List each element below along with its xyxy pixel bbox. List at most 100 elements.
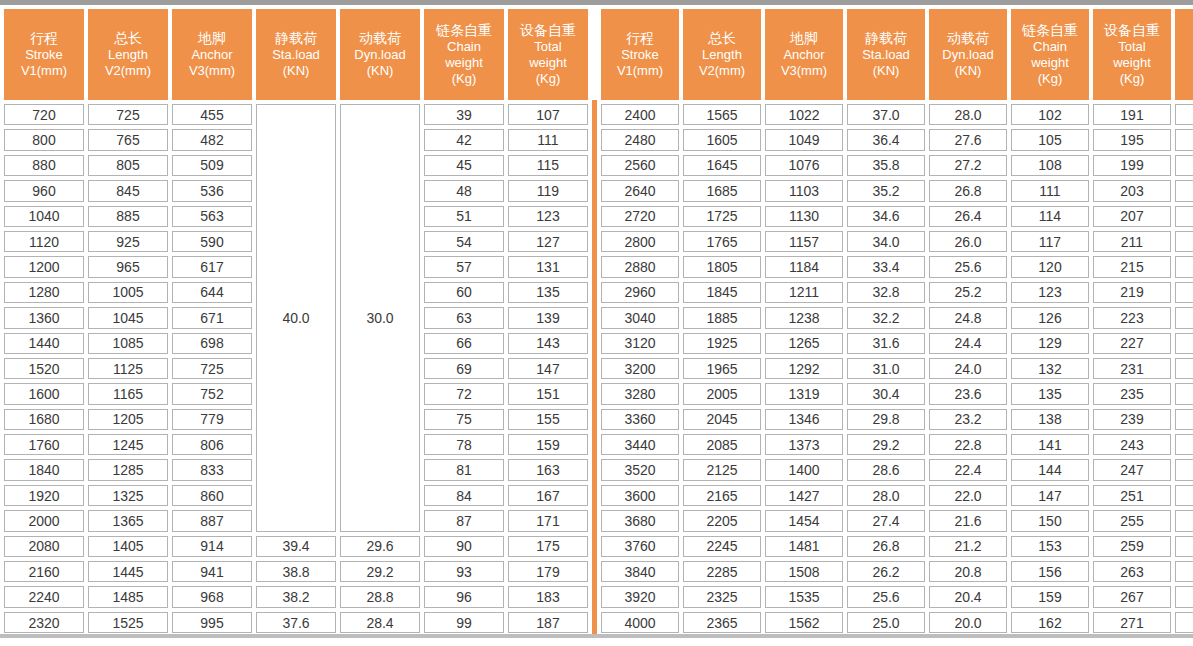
cell-stroke: 1600	[4, 383, 84, 404]
cell-total-weight: 251	[1093, 485, 1171, 506]
header-label-en: V3(mm)	[172, 63, 252, 79]
cell-stroke: 2960	[601, 282, 679, 303]
cell-anchor: 1346	[765, 409, 843, 430]
cell-stroke: 1920	[4, 485, 84, 506]
cell-anchor: 563	[172, 206, 252, 227]
cell-chain-weight: 108	[1011, 155, 1089, 176]
cell-total-weight: 259	[1093, 536, 1171, 557]
cell-anchor: 1265	[765, 333, 843, 354]
cell-stroke: 1200	[4, 256, 84, 277]
cell-chain-weight: 87	[424, 510, 504, 531]
cell-stroke: 2800	[601, 231, 679, 252]
cell-chain-weight: 102	[1011, 104, 1089, 125]
cell-sta-load: 36.4	[847, 129, 925, 150]
header-label-en: (KN)	[847, 63, 925, 79]
cell-stroke: 3040	[601, 307, 679, 328]
cell-sta-load: 34.0	[847, 231, 925, 252]
cell-chain-weight: 45	[424, 155, 504, 176]
header-label-zh: 设备自重	[1093, 22, 1171, 39]
cell-chain-weight: 54	[424, 231, 504, 252]
cell-chain-weight: 138	[1011, 409, 1089, 430]
cell-chain-weight: 84	[424, 485, 504, 506]
cell-sta-load: 25.0	[847, 612, 925, 633]
cell-length: 2205	[683, 510, 761, 531]
table-row: 10408855635112327201725113034.626.411420…	[4, 206, 1193, 227]
cell-anchor: 1373	[765, 434, 843, 455]
cell-anchor: 1130	[765, 206, 843, 227]
cell-dyn-load: 28.4	[340, 612, 420, 633]
cell-anchor: 590	[172, 231, 252, 252]
cell-clipped	[1175, 333, 1193, 354]
cell-sta-load: 33.4	[847, 256, 925, 277]
header-label-en: Total	[508, 39, 588, 55]
table-row: 128010056446013529601845121132.825.21232…	[4, 282, 1193, 303]
cell-length: 2045	[683, 409, 761, 430]
cell-stroke: 960	[4, 180, 84, 201]
cell-length: 1365	[88, 510, 168, 531]
cell-chain-weight: 105	[1011, 129, 1089, 150]
cell-dyn-load: 24.4	[929, 333, 1007, 354]
cell-stroke: 800	[4, 129, 84, 150]
cell-sta-load: 38.2	[256, 586, 336, 607]
header-label-en: weight	[424, 55, 504, 71]
cell-sta-load: 26.8	[847, 536, 925, 557]
header-label-zh: 链条自重	[1011, 22, 1089, 39]
cell-chain-weight: 132	[1011, 358, 1089, 379]
header-label-en: weight	[1011, 55, 1089, 71]
cell-total-weight: 267	[1093, 586, 1171, 607]
cell-clipped	[1175, 256, 1193, 277]
cell-stroke: 1040	[4, 206, 84, 227]
header-label-zh: 静载荷	[256, 30, 336, 47]
cell-total-weight: 211	[1093, 231, 1171, 252]
table-row: 200013658878717136802205145427.421.61502…	[4, 510, 1193, 531]
cell-anchor: 1481	[765, 536, 843, 557]
column-header-right-total-weight: 设备自重Totalweight(Kg)	[1093, 9, 1171, 100]
cell-dyn-load: 26.8	[929, 180, 1007, 201]
cell-anchor: 1454	[765, 510, 843, 531]
cell-length: 2245	[683, 536, 761, 557]
cell-length: 1685	[683, 180, 761, 201]
cell-anchor: 1184	[765, 256, 843, 277]
cell-chain-weight: 48	[424, 180, 504, 201]
cell-stroke: 3680	[601, 510, 679, 531]
cell-clipped	[1175, 383, 1193, 404]
cell-total-weight: 131	[508, 256, 588, 277]
cell-clipped	[1175, 409, 1193, 430]
cell-anchor: 1400	[765, 459, 843, 480]
cell-length: 925	[88, 231, 168, 252]
cell-length: 725	[88, 104, 168, 125]
column-header-right-chain-weight: 链条自重Chainweight(Kg)	[1011, 9, 1089, 100]
header-label-en: V2(mm)	[88, 63, 168, 79]
cell-chain-weight: 99	[424, 612, 504, 633]
cell-sta-load-merged: 40.0	[256, 104, 336, 532]
cell-stroke: 3600	[601, 485, 679, 506]
cell-sta-load: 28.6	[847, 459, 925, 480]
cell-total-weight: 199	[1093, 155, 1171, 176]
cell-dyn-load: 28.8	[340, 586, 420, 607]
column-header-left-chain-weight: 链条自重Chainweight(Kg)	[424, 9, 504, 100]
header-label-zh: 设备自重	[508, 22, 588, 39]
header-label-zh: 动载荷	[929, 30, 1007, 47]
cell-stroke: 3440	[601, 434, 679, 455]
cell-chain-weight: 93	[424, 561, 504, 582]
table-row: 12009656175713128801805118433.425.612021…	[4, 256, 1193, 277]
cell-chain-weight: 153	[1011, 536, 1089, 557]
table-row: 8007654824211124801605104936.427.6105195	[4, 129, 1193, 150]
cell-length: 1405	[88, 536, 168, 557]
table-row: 192013258608416736002165142728.022.01472…	[4, 485, 1193, 506]
cell-total-weight: 183	[508, 586, 588, 607]
cell-chain-weight: 81	[424, 459, 504, 480]
cell-stroke: 3280	[601, 383, 679, 404]
header-label-en: (Kg)	[424, 71, 504, 87]
cell-stroke: 1440	[4, 333, 84, 354]
cell-chain-weight: 78	[424, 434, 504, 455]
header-label-en: Stroke	[601, 47, 679, 63]
column-header-right-stroke: 行程StrokeV1(mm)	[601, 9, 679, 100]
header-label-zh: 地脚	[172, 30, 252, 47]
header-label-en: Dyn.load	[929, 47, 1007, 63]
cell-stroke: 3920	[601, 586, 679, 607]
header-label-en: (KN)	[340, 63, 420, 79]
cell-stroke: 2160	[4, 561, 84, 582]
cell-total-weight: 151	[508, 383, 588, 404]
header-label-en: Sta.load	[847, 47, 925, 63]
